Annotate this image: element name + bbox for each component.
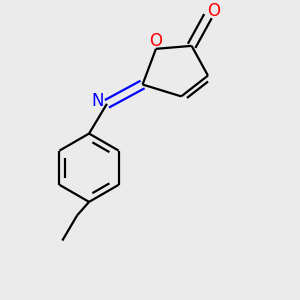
- Text: O: O: [149, 32, 162, 50]
- Text: N: N: [92, 92, 104, 110]
- Text: O: O: [207, 2, 220, 20]
